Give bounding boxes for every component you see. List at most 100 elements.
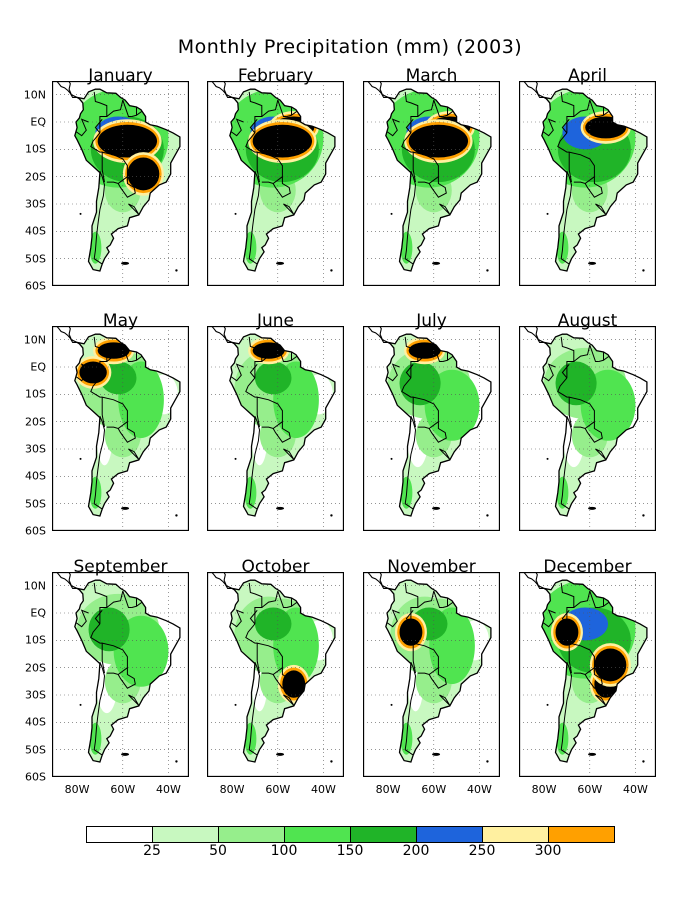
continent-outline [385,579,492,763]
page-title: Monthly Precipitation (mm) (2003) [177,36,523,58]
lat-tick-label: EQ [30,606,46,620]
precip-map [52,326,189,531]
lat-axis-labels: 10N EQ 10S 20S 30S 40S 50S 60S [20,572,46,783]
colorbar-swatch [218,826,285,843]
precip-map [52,572,189,777]
lat-tick-label: 40S [25,469,46,483]
lon-tick-label: 60W [265,783,291,796]
colorbar-swatch [86,826,153,843]
lon-axis-labels: 80W 60W 40W [52,783,189,797]
lon-tick-label: 40W [156,783,181,796]
colorbar-swatch [416,826,483,843]
panel-title: October [241,557,310,577]
continent-outline [541,333,648,517]
precip-map [207,326,344,531]
colorbar-level-label: 200 [402,843,430,859]
lat-tick-label: 10S [25,633,46,647]
lon-tick-label: 60W [110,783,136,796]
lat-tick-label: 10N [23,579,46,593]
lat-tick-label: 10S [25,142,46,156]
precip-map [519,81,656,286]
lat-tick-label: 10N [23,333,46,347]
lat-tick-label: 20S [25,170,46,184]
lat-tick-label: 10N [23,88,46,102]
lon-axis-labels: 80W 60W 40W [363,783,500,797]
lat-tick-label: 60S [25,770,46,784]
panel-title: August [557,311,618,331]
lat-tick-label: 30S [25,197,46,211]
map-panel-december: December [519,559,656,777]
continent-outline [541,579,648,763]
lon-axis-labels: 80W 60W 40W [519,783,656,797]
continent-outline [229,88,336,272]
continent-outline [385,333,492,517]
lat-tick-label: 50S [25,743,46,757]
continent-outline [541,88,648,272]
lat-tick-label: 20S [25,661,46,675]
lon-tick-label: 80W [219,783,245,796]
colorbar-swatch [548,826,615,843]
lat-axis-labels: 10N EQ 10S 20S 30S 40S 50S 60S [20,326,46,537]
lat-tick-label: 60S [25,524,46,538]
lat-axis-labels: 10N EQ 10S 20S 30S 40S 50S 60S [20,81,46,292]
colorbar-swatch [482,826,549,843]
precip-map [207,572,344,777]
map-panel-april: April [519,68,656,286]
map-panel-october: October [207,559,344,777]
map-panel-november: November [363,559,500,777]
colorbar-level-label: 250 [468,843,496,859]
precip-map [363,326,500,531]
panel-title: January [88,66,153,86]
lat-tick-label: 30S [25,442,46,456]
lat-tick-label: EQ [30,115,46,129]
lat-tick-label: 50S [25,497,46,511]
precip-map [519,326,656,531]
colorbar-swatch [350,826,417,843]
continent-outline [229,333,336,517]
precip-map [363,81,500,286]
panel-title: June [256,311,295,331]
colorbar-level-label: 100 [270,843,298,859]
lat-tick-label: 40S [25,715,46,729]
lon-tick-label: 40W [467,783,492,796]
colorbar [86,826,615,843]
panel-title: February [237,66,314,86]
precip-map [52,81,189,286]
lon-tick-label: 80W [64,783,90,796]
colorbar-swatch [284,826,351,843]
lon-tick-label: 40W [623,783,648,796]
lat-tick-label: 20S [25,415,46,429]
precip-map [363,572,500,777]
panel-title: December [543,557,632,577]
continent-outline [74,579,181,763]
colorbar-level-label: 150 [336,843,364,859]
map-panel-september: September [52,559,189,777]
panel-title: April [568,66,607,86]
colorbar-level-label: 50 [209,843,227,859]
lon-tick-label: 80W [375,783,401,796]
panel-title: March [405,66,458,86]
map-panel-may: May [52,313,189,531]
lat-tick-label: 60S [25,279,46,293]
lat-tick-label: 30S [25,688,46,702]
lat-tick-label: 40S [25,224,46,238]
lon-tick-label: 80W [531,783,557,796]
lon-axis-labels: 80W 60W 40W [207,783,344,797]
map-panel-february: February [207,68,344,286]
lon-tick-label: 40W [311,783,336,796]
lat-tick-label: 50S [25,252,46,266]
map-panel-july: July [363,313,500,531]
panel-title: November [387,557,476,577]
colorbar-level-label: 25 [143,843,161,859]
map-panel-march: March [363,68,500,286]
panel-title: July [416,311,447,331]
map-panel-january: January [52,68,189,286]
continent-outline [74,333,181,517]
colorbar-labels: 25 50 100 150 200 250 300 [86,843,614,861]
map-panel-august: August [519,313,656,531]
panel-title: May [102,311,139,331]
lat-tick-label: EQ [30,360,46,374]
lon-tick-label: 60W [577,783,603,796]
panel-title: September [73,557,168,577]
precip-map [207,81,344,286]
